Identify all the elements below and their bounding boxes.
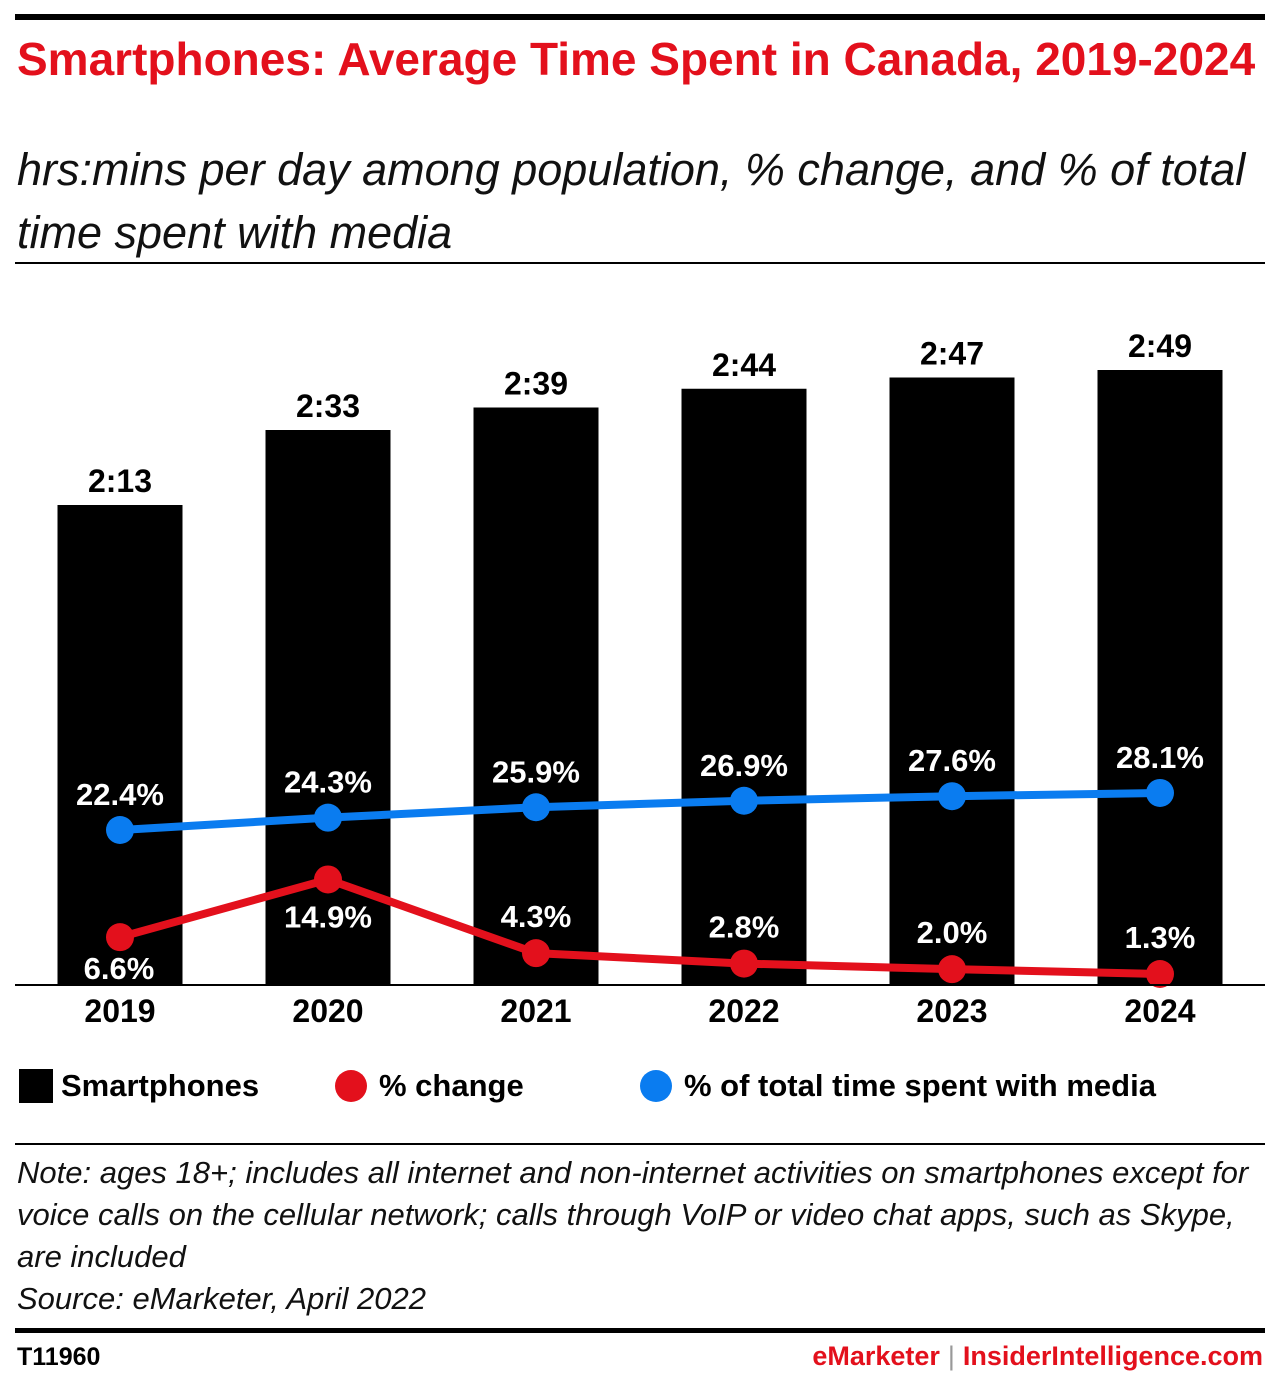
labels-layer: 2:13 2:33 2:39 2:44 2:47 2:49 22.4% 24.3% 25.9% 2… — [76, 328, 1204, 986]
share-point-2019 — [106, 816, 134, 844]
share-label-2019: 22.4% — [76, 777, 164, 812]
x-tick-2023: 2023 — [916, 993, 987, 1029]
share-point-2020 — [314, 803, 342, 832]
legend-item-change: % change — [335, 1064, 524, 1108]
note-rule — [15, 1143, 1265, 1145]
change-point-2023 — [938, 955, 966, 984]
chart-subtitle: hrs:mins per day among population, % cha… — [17, 144, 1246, 258]
legend-swatch-change — [335, 1070, 367, 1102]
top-rule — [15, 14, 1265, 20]
x-tick-2022: 2022 — [708, 993, 779, 1029]
bar-label-2019: 2:13 — [88, 463, 152, 499]
bar-label-2024: 2:49 — [1128, 328, 1192, 364]
chart-title: Smartphones: Average Time Spent in Canad… — [17, 33, 1256, 85]
share-label-2024: 28.1% — [1116, 740, 1204, 775]
share-point-2023 — [938, 782, 966, 811]
change-label-2024: 1.3% — [1125, 920, 1196, 955]
bar-label-2023: 2:47 — [920, 336, 984, 372]
share-label-2022: 26.9% — [700, 748, 788, 783]
legend-item-share: % of total time spent with media — [640, 1064, 1156, 1108]
x-tick-2024: 2024 — [1124, 993, 1195, 1029]
change-label-2021: 4.3% — [501, 899, 572, 934]
change-label-2022: 2.8% — [709, 910, 780, 945]
bar-2023 — [889, 377, 1015, 985]
legend-label-change: % change — [379, 1068, 524, 1103]
brand-insider-intelligence: InsiderIntelligence.com — [962, 1341, 1263, 1371]
bar-2024 — [1097, 370, 1223, 985]
share-label-2021: 25.9% — [492, 754, 580, 789]
change-label-2023: 2.0% — [917, 915, 988, 950]
chart-id: T11960 — [17, 1343, 101, 1371]
bar-2022 — [681, 388, 807, 985]
x-tick-2019: 2019 — [84, 993, 155, 1029]
share-point-2021 — [522, 793, 550, 822]
bar-2019 — [57, 505, 183, 985]
legend-label-share: % of total time spent with media — [684, 1068, 1156, 1103]
bar-label-2022: 2:44 — [712, 347, 776, 383]
share-point-2024 — [1146, 778, 1174, 807]
change-point-2019 — [106, 923, 134, 952]
change-point-2021 — [522, 939, 550, 968]
share-line — [116, 788, 1164, 834]
brand: eMarketer | InsiderIntelligence.com — [812, 1341, 1263, 1372]
subtitle-rule — [15, 262, 1265, 264]
bar-label-2020: 2:33 — [296, 388, 360, 424]
legend-item-smartphones: Smartphones — [19, 1064, 259, 1108]
chart-note: Note: ages 18+; includes all internet an… — [17, 1155, 1249, 1274]
chart-source: Source: eMarketer, April 2022 — [17, 1281, 426, 1316]
bars-layer — [57, 370, 1223, 985]
change-label-2020: 14.9% — [284, 899, 372, 934]
brand-emarketer: eMarketer — [812, 1341, 940, 1371]
change-point-2020 — [314, 865, 342, 894]
legend-label-smartphones: Smartphones — [61, 1068, 260, 1103]
change-line — [116, 875, 1164, 978]
chart-area: 2:13 2:33 2:39 2:44 2:47 2:49 22.4% 24.3% 25.9% 2… — [15, 328, 1265, 1029]
footer-rule — [15, 1328, 1265, 1333]
change-point-2024 — [1146, 960, 1174, 988]
bar-2021 — [473, 407, 599, 985]
legend-swatch-share — [640, 1070, 672, 1102]
bar-label-2021: 2:39 — [504, 366, 568, 402]
brand-separator: | — [947, 1341, 955, 1371]
change-label-2019: 6.6% — [84, 951, 155, 986]
lines-layer — [106, 778, 1174, 988]
x-tick-labels: 2019 2020 2021 2022 2023 2024 — [84, 993, 1195, 1029]
legend-swatch-smartphones — [19, 1069, 53, 1103]
share-label-2020: 24.3% — [284, 765, 372, 800]
x-tick-2020: 2020 — [292, 993, 363, 1029]
change-point-2022 — [730, 949, 758, 978]
share-label-2023: 27.6% — [908, 743, 996, 778]
x-tick-2021: 2021 — [500, 993, 571, 1029]
share-point-2022 — [730, 786, 758, 815]
